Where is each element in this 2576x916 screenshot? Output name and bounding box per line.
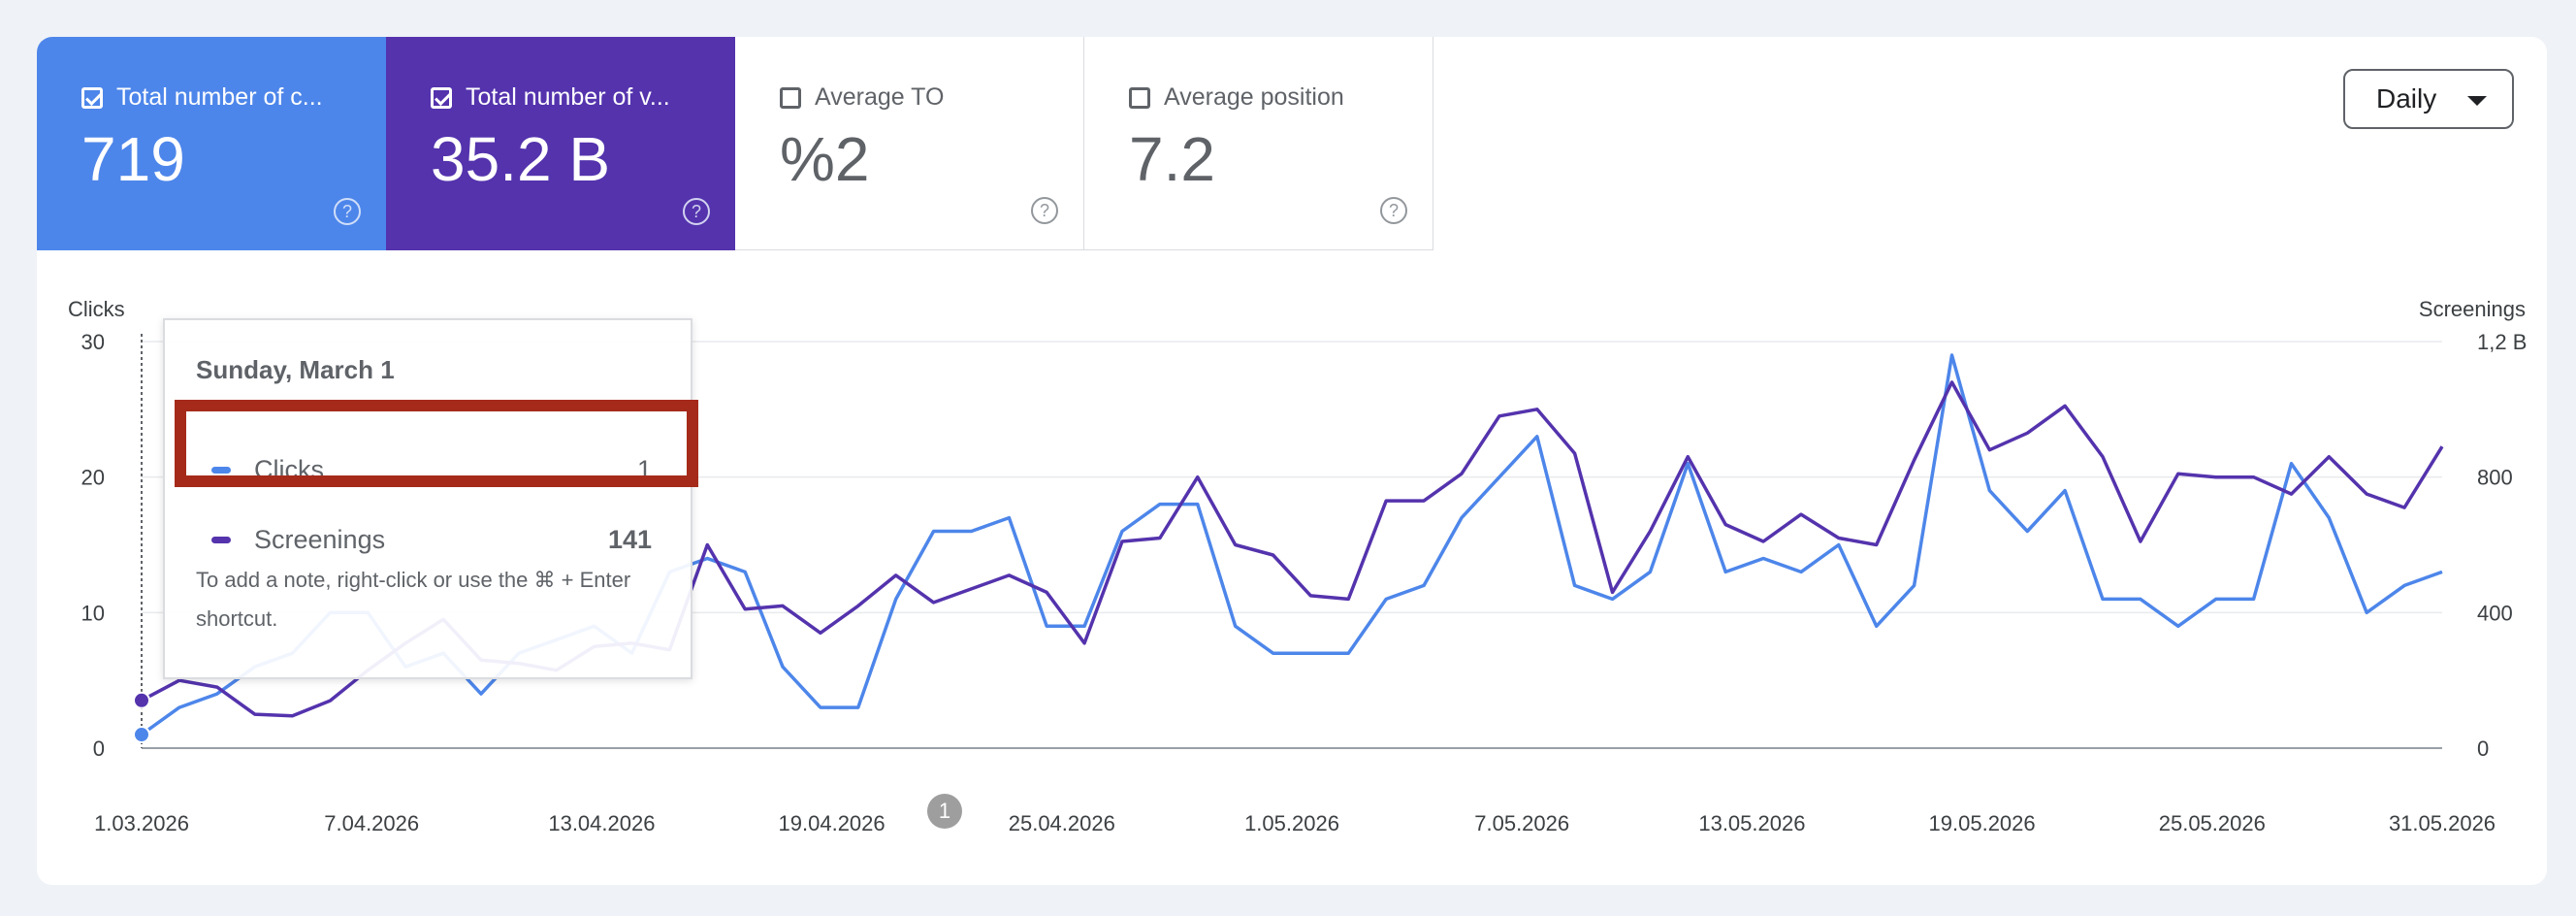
tile-total-views[interactable]: Total number of v... 35.2 B ? xyxy=(386,37,735,250)
period-dropdown[interactable]: Daily xyxy=(2343,69,2514,129)
tile-header: Average TO xyxy=(780,83,944,112)
x-tick-label: 25.04.2026 xyxy=(1009,811,1115,835)
performance-card: Total number of c... 719 ? Total number … xyxy=(37,37,2547,885)
x-tick-label: 7.04.2026 xyxy=(324,811,419,835)
hover-point-clicks xyxy=(133,726,150,744)
help-icon[interactable]: ? xyxy=(334,198,361,225)
metric-tiles: Total number of c... 719 ? Total number … xyxy=(37,37,1433,250)
tile-value: 7.2 xyxy=(1129,124,1215,194)
tooltip-row-name: Clicks xyxy=(254,454,324,484)
screenings-legend-dash-icon xyxy=(211,536,231,543)
tile-value: 719 xyxy=(81,124,185,194)
checkbox-unchecked-icon[interactable] xyxy=(1129,86,1150,109)
left-tick-label: 30 xyxy=(81,330,105,354)
x-tick-label: 25.05.2026 xyxy=(2159,811,2266,835)
tile-average-to[interactable]: Average TO %2 ? xyxy=(735,37,1084,250)
tooltip-row-name: Screenings xyxy=(254,524,386,554)
period-dropdown-value: Daily xyxy=(2376,83,2437,114)
right-tick-label: 800 xyxy=(2477,466,2513,490)
tooltip-row-value: 1 xyxy=(636,454,652,484)
help-icon[interactable]: ? xyxy=(683,198,710,225)
x-tick-label: 13.04.2026 xyxy=(548,811,655,835)
tooltip-note: To add a note, right-click or use the ⌘ … xyxy=(196,568,631,631)
annotation-marker[interactable]: 1 xyxy=(927,794,962,829)
tile-header: Total number of c... xyxy=(81,83,323,112)
left-axis-title: Clicks xyxy=(68,297,125,321)
tooltip-row-clicks: Clicks 1 xyxy=(165,441,694,499)
tile-value: %2 xyxy=(780,124,870,194)
x-tick-label: 1.05.2026 xyxy=(1244,811,1339,835)
clicks-legend-dash-icon xyxy=(211,466,231,474)
help-icon[interactable]: ? xyxy=(1031,197,1058,224)
right-tick-label: 400 xyxy=(2477,601,2513,625)
left-tick-label: 0 xyxy=(93,736,105,761)
x-tick-label: 1.03.2026 xyxy=(94,811,189,835)
chart-tooltip: Sunday, March 1 Clicks 1 Screenings 141 … xyxy=(163,318,692,679)
help-icon[interactable]: ? xyxy=(1380,197,1407,224)
checkbox-checked-icon[interactable] xyxy=(431,86,452,109)
left-tick-label: 10 xyxy=(81,601,105,625)
x-tick-label: 31.05.2026 xyxy=(2389,811,2496,835)
tile-average-position[interactable]: Average position 7.2 ? xyxy=(1084,37,1433,250)
right-axis-title: Screenings xyxy=(2419,297,2526,321)
caret-down-icon xyxy=(2467,96,2487,106)
x-tick-label: 13.05.2026 xyxy=(1698,811,1805,835)
tile-header: Average position xyxy=(1129,83,1344,112)
hover-point-screenings xyxy=(133,691,150,709)
tile-header: Total number of v... xyxy=(431,83,670,112)
right-tick-label: 0 xyxy=(2477,736,2489,761)
checkbox-unchecked-icon[interactable] xyxy=(780,86,801,109)
x-tick-label: 19.04.2026 xyxy=(779,811,886,835)
x-tick-label: 7.05.2026 xyxy=(1474,811,1569,835)
tile-total-clicks[interactable]: Total number of c... 719 ? xyxy=(37,37,386,250)
left-tick-label: 20 xyxy=(81,466,105,490)
tile-value: 35.2 B xyxy=(431,124,611,194)
x-tick-label: 19.05.2026 xyxy=(1929,811,2036,835)
tooltip-row-screenings: Screenings 141 xyxy=(165,510,694,569)
checkbox-checked-icon[interactable] xyxy=(81,86,103,109)
right-tick-label: 1,2 B xyxy=(2477,330,2527,354)
tooltip-date: Sunday, March 1 xyxy=(196,355,395,384)
tooltip-row-value: 141 xyxy=(607,524,652,554)
